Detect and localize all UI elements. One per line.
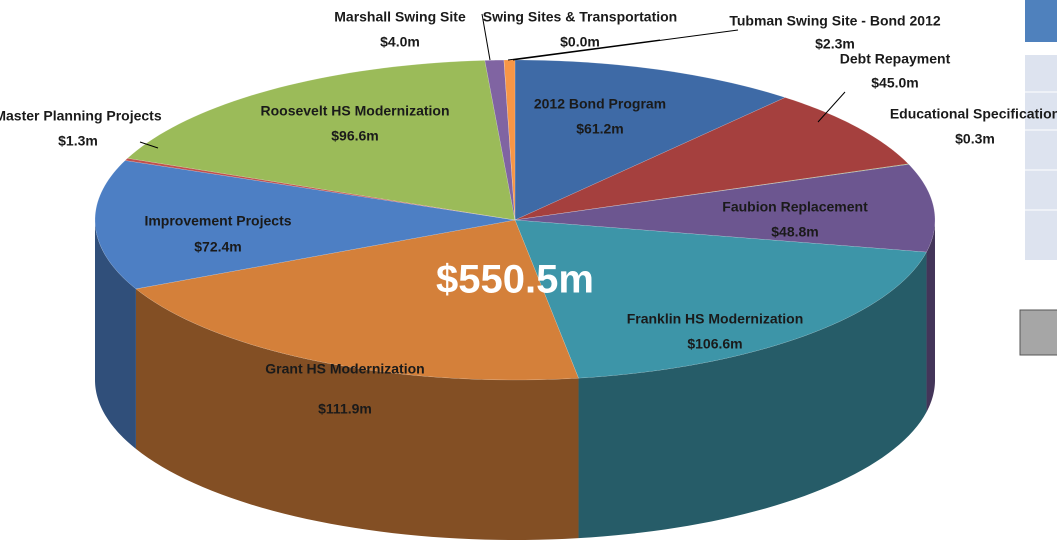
slice-label: Educational Specification [890, 106, 1057, 122]
slice-value-label: $2.3m [815, 36, 855, 52]
slice [514, 163, 910, 221]
slice-label: Debt Repayment [840, 51, 951, 67]
slice-side [95, 220, 136, 449]
slice [124, 157, 516, 221]
panel-rows [1025, 55, 1057, 260]
slice-value-label: $45.0m [871, 75, 918, 91]
slice-label: Marshall Swing Site [334, 9, 466, 25]
slice-label: 2012 Bond Program [534, 96, 666, 112]
slice-value-label: $106.6m [687, 336, 742, 352]
slice-side [578, 252, 927, 539]
slice-value-label: $61.2m [576, 121, 623, 137]
slice [514, 164, 936, 253]
leader-line [481, 13, 491, 61]
slice-label: Swing Sites & Transportation [483, 9, 677, 25]
slice-value-label: $4.0m [380, 34, 420, 50]
slice-value-label: $48.8m [771, 224, 818, 240]
slice-label: Faubion Replacement [722, 199, 868, 215]
slice-value-label: $72.4m [194, 239, 241, 255]
total-label: $550.5m [436, 258, 594, 302]
slice-value-label: $96.6m [331, 128, 378, 144]
slice-value-label: $111.9m [318, 401, 372, 417]
slice [135, 219, 579, 381]
slice [514, 59, 786, 221]
slice-value-label: $0.3m [955, 131, 995, 147]
slice-label: Tubman Swing Site - Bond 2012 [729, 13, 941, 29]
slice-side [926, 220, 935, 413]
panel-header [1025, 0, 1057, 42]
slice-label: Improvement Projects [144, 213, 291, 229]
slice [94, 160, 516, 290]
leader-line [512, 29, 739, 61]
slice [484, 59, 516, 221]
leader-line [817, 91, 846, 123]
panel-button[interactable] [1019, 309, 1057, 356]
slice-label: Grant HS Modernization [265, 361, 424, 377]
slice-label: Roosevelt HS Modernization [260, 103, 449, 119]
slice [126, 60, 516, 221]
slice-label: Master Planning Projects [0, 108, 162, 124]
slice-label: Franklin HS Modernization [627, 311, 804, 327]
slice-value-label: $1.3m [58, 133, 98, 149]
slice [514, 219, 927, 379]
slice-value-label: $0.0m [560, 34, 600, 50]
slice-side [135, 288, 579, 540]
slice [514, 97, 909, 221]
leader-line [139, 141, 159, 149]
panel-row-lines [1025, 91, 1057, 211]
